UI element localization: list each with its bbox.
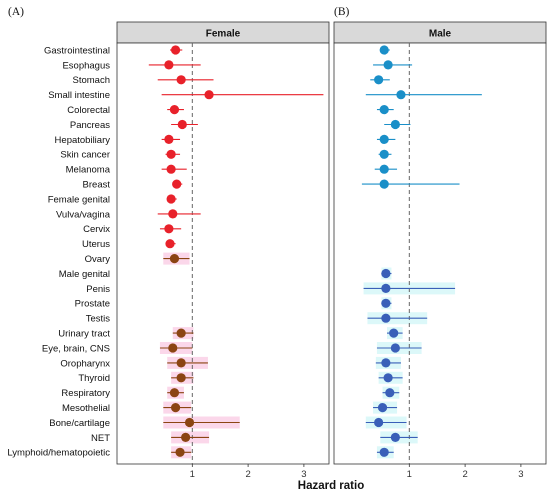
hazard-point	[374, 417, 384, 428]
hazard-point	[168, 343, 178, 353]
hazard-point	[383, 373, 393, 383]
x-tick-label: 1	[190, 469, 195, 480]
category-label: Mesothelial	[62, 403, 110, 414]
category-label: Skin cancer	[60, 150, 110, 161]
hazard-point	[379, 179, 389, 189]
category-label: Eye, brain, CNS	[42, 343, 110, 354]
hazard-point	[379, 45, 389, 55]
hazard-point	[164, 224, 174, 234]
hazard-point	[176, 373, 186, 383]
hazard-point	[166, 194, 176, 204]
hazard-point	[169, 105, 180, 115]
panel-frame	[333, 42, 547, 465]
hazard-point	[166, 164, 176, 174]
x-tick-label: 3	[301, 469, 306, 480]
x-axis-title: Hazard ratio	[298, 480, 364, 492]
hazard-point	[385, 388, 395, 398]
category-label: Testis	[86, 314, 111, 325]
category-label: Breast	[83, 180, 111, 191]
hazard-point	[381, 283, 391, 293]
category-label: Hepatobiliary	[55, 135, 111, 146]
hazard-point	[170, 45, 181, 55]
hazard-point	[169, 388, 180, 398]
hazard-point	[396, 90, 406, 100]
hazard-point	[176, 75, 186, 85]
hazard-point	[175, 447, 185, 457]
category-label: Lymphoid/hematopoietic	[7, 448, 110, 459]
hazard-point	[379, 164, 389, 174]
x-tick-label: 3	[518, 469, 523, 480]
category-label: Vulva/vagina	[56, 209, 111, 220]
category-label: Prostate	[75, 299, 110, 310]
hazard-point	[165, 239, 175, 249]
hazard-point	[374, 75, 384, 85]
x-tick-label: 2	[245, 469, 250, 480]
category-label: Uterus	[82, 239, 110, 250]
category-label: Oropharynx	[60, 358, 110, 369]
category-label: Cervix	[83, 224, 110, 235]
category-label: Melanoma	[66, 165, 111, 176]
x-tick-label: 2	[462, 469, 467, 480]
hazard-point	[381, 298, 391, 308]
hazard-point	[390, 343, 400, 353]
hazard-point	[170, 403, 181, 413]
hazard-point	[379, 149, 389, 159]
hazard-point	[379, 447, 389, 457]
category-label: Ovary	[85, 254, 111, 265]
hazard-point	[389, 328, 399, 338]
category-label: Male genital	[59, 269, 110, 280]
hazard-point	[176, 358, 186, 368]
panel-letter-a: (A)	[8, 6, 24, 18]
hazard-point	[379, 105, 389, 115]
hazard-point	[377, 403, 388, 413]
category-label: Esophagus	[62, 60, 110, 71]
panel-title: Male	[429, 29, 452, 40]
hazard-point	[383, 60, 393, 70]
hazard-point	[164, 134, 174, 144]
hazard-point	[381, 268, 391, 279]
category-label: Gastrointestinal	[44, 45, 110, 56]
hazard-point	[164, 60, 174, 70]
category-label: Urinary tract	[58, 329, 110, 340]
hazard-point	[379, 134, 389, 144]
x-tick-label: 1	[407, 469, 412, 480]
hazard-point	[390, 119, 400, 130]
hazard-point	[390, 432, 400, 442]
panel-frame	[116, 42, 330, 465]
hazard-point	[177, 119, 187, 130]
category-label: Penis	[86, 284, 110, 295]
category-label: Bone/cartilage	[49, 418, 110, 429]
hazard-point	[166, 149, 176, 159]
hazard-point	[176, 328, 186, 338]
hazard-point	[169, 254, 180, 264]
hazard-point	[381, 313, 391, 323]
hazard-point	[204, 90, 214, 100]
category-label: Small intestine	[48, 90, 110, 101]
hazard-point	[172, 179, 182, 189]
panel-title: Female	[206, 29, 241, 40]
category-label: Female genital	[48, 194, 110, 205]
panel-male: Male 1 2 3	[333, 21, 547, 480]
panel-letter-b: (B)	[334, 6, 350, 18]
hazard-point	[381, 358, 391, 368]
hazard-point	[181, 432, 191, 442]
panel-female: Female 1 2 3	[116, 21, 330, 480]
category-label: Thyroid	[78, 373, 110, 384]
category-label: Pancreas	[70, 120, 110, 131]
hazard-point	[168, 209, 178, 219]
category-label: Stomach	[73, 75, 111, 86]
category-label: Colorectal	[67, 105, 110, 116]
category-label: NET	[91, 433, 110, 444]
category-label: Respiratory	[61, 388, 110, 399]
hazard-point	[184, 417, 195, 428]
